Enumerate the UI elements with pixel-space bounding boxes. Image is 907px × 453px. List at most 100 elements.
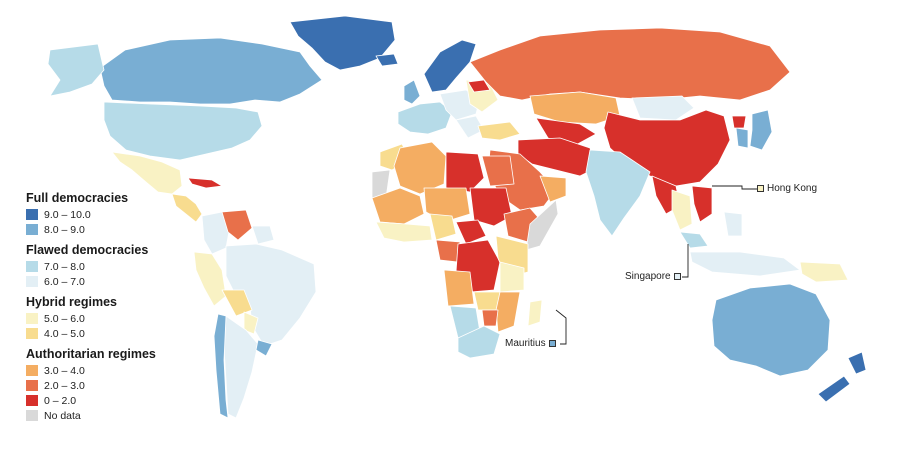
- legend-title: Full democracies: [26, 191, 129, 205]
- callout-label: Hong Kong: [767, 183, 818, 194]
- legend-swatch: [26, 276, 38, 287]
- legend-swatch: [26, 261, 38, 272]
- legend-label: 7.0 – 8.0: [44, 260, 85, 273]
- region-philippines: [723, 211, 743, 237]
- region-korea: [735, 127, 749, 149]
- region-uruguay: [255, 339, 273, 357]
- legend-item: 6.0 – 7.0: [26, 274, 206, 289]
- legend-label: 0 – 2.0: [44, 394, 77, 407]
- legend-item: 5.0 – 6.0: [26, 311, 206, 326]
- region-central-africa: [455, 219, 487, 245]
- region-mongolia: [631, 95, 695, 121]
- region-greenland: [289, 15, 396, 71]
- region-central-america: [171, 193, 203, 223]
- legend-label: No data: [44, 409, 81, 422]
- callout-mauritius: Mauritius: [505, 338, 556, 349]
- region-egypt: [481, 155, 515, 187]
- callout-label: Mauritius: [505, 338, 546, 349]
- region-zimbabwe: [481, 309, 499, 327]
- region-venezuela: [221, 209, 253, 241]
- region-canada: [99, 37, 323, 105]
- region-paraguay: [243, 311, 259, 335]
- legend-item: 0 – 2.0: [26, 393, 206, 408]
- region-south-africa: [457, 325, 501, 359]
- callout-hong-kong: Hong Kong: [757, 183, 817, 194]
- region-argentina: [223, 315, 259, 419]
- region-new-zealand-south: [817, 375, 851, 403]
- legend-swatch: [26, 209, 38, 220]
- region-iceland: [375, 53, 399, 67]
- callout-singapore: Singapore: [625, 271, 681, 282]
- region-new-zealand: [847, 351, 867, 375]
- leader-singapore: [682, 244, 689, 278]
- region-indonesia: [689, 251, 801, 277]
- legend-swatch: [26, 395, 38, 406]
- legend-swatch: [26, 380, 38, 391]
- region-libya: [445, 151, 485, 193]
- region-cameroon-gabon: [435, 239, 461, 263]
- callout-swatch: [673, 273, 681, 280]
- region-india: [585, 149, 651, 237]
- legend-label: 9.0 – 10.0: [44, 208, 91, 221]
- legend-label: 5.0 – 6.0: [44, 312, 85, 325]
- region-angola: [443, 269, 475, 307]
- legend-swatch: [26, 313, 38, 324]
- region-mozambique: [495, 291, 521, 333]
- legend-label: 2.0 – 3.0: [44, 379, 85, 392]
- region-nigeria: [429, 213, 457, 241]
- legend-group-flawed-democracies: Flawed democracies 7.0 – 8.0 6.0 – 7.0: [26, 243, 206, 289]
- legend-label: 3.0 – 4.0: [44, 364, 85, 377]
- region-malaysia: [679, 231, 709, 249]
- legend-label: 8.0 – 9.0: [44, 223, 85, 236]
- region-peru: [193, 251, 227, 307]
- region-belarus: [467, 79, 491, 93]
- legend-swatch: [26, 410, 38, 421]
- legend-swatch: [26, 328, 38, 339]
- region-thailand: [671, 189, 693, 231]
- region-vietnam: [691, 185, 713, 223]
- region-sudan: [469, 187, 513, 227]
- legend-item: 3.0 – 4.0: [26, 363, 206, 378]
- region-australia: [711, 283, 831, 377]
- region-bolivia: [221, 289, 253, 317]
- region-japan: [749, 109, 773, 151]
- legend-group-authoritarian-regimes: Authoritarian regimes 3.0 – 4.0 2.0 – 3.…: [26, 347, 206, 423]
- legend-label: 4.0 – 5.0: [44, 327, 85, 340]
- region-tanzania: [499, 261, 525, 293]
- region-turkey: [477, 121, 521, 141]
- legend-item: 8.0 – 9.0: [26, 222, 206, 237]
- legend-item: 2.0 – 3.0: [26, 378, 206, 393]
- region-chile: [213, 313, 229, 419]
- legend-title: Authoritarian regimes: [26, 347, 156, 361]
- region-usa: [103, 101, 263, 161]
- legend-item: 7.0 – 8.0: [26, 259, 206, 274]
- region-papua: [799, 261, 849, 283]
- region-niger-chad: [423, 187, 471, 223]
- callout-label: Singapore: [625, 271, 671, 282]
- region-central-asia: [535, 117, 597, 147]
- legend-title: Flawed democracies: [26, 243, 149, 257]
- legend-group-full-democracies: Full democracies 9.0 – 10.0 8.0 – 9.0: [26, 191, 206, 237]
- callout-swatch: [757, 185, 764, 192]
- region-west-africa-coast: [375, 221, 433, 243]
- region-oman: [539, 175, 567, 203]
- legend-item: 9.0 – 10.0: [26, 207, 206, 222]
- legend-item-no-data: No data: [26, 408, 206, 423]
- region-alaska: [47, 43, 105, 97]
- region-russia: [469, 27, 791, 101]
- region-north-korea: [731, 115, 747, 129]
- callout-swatch: [548, 340, 556, 347]
- region-western-europe: [397, 101, 453, 135]
- region-algeria: [393, 141, 447, 195]
- legend-swatch: [26, 224, 38, 235]
- region-uk: [403, 79, 421, 105]
- region-caribbean: [187, 177, 223, 189]
- legend: Full democracies 9.0 – 10.0 8.0 – 9.0 Fl…: [26, 191, 206, 429]
- legend-label: 6.0 – 7.0: [44, 275, 85, 288]
- legend-swatch: [26, 365, 38, 376]
- leader-hong-kong: [712, 185, 757, 190]
- region-guyanas: [251, 225, 275, 245]
- region-zambia: [473, 291, 501, 311]
- legend-title: Hybrid regimes: [26, 295, 118, 309]
